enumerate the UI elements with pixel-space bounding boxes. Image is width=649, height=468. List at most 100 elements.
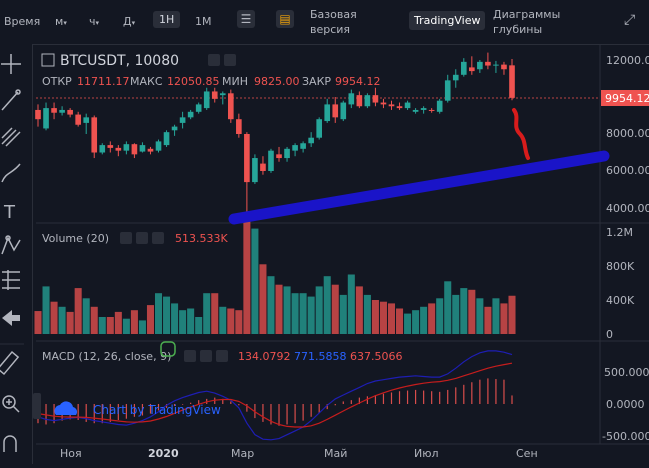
candle-body — [211, 91, 218, 99]
candle-body — [308, 137, 314, 144]
magnet-icon[interactable] — [3, 435, 17, 452]
collapse-arrow-icon[interactable] — [33, 393, 41, 419]
gear-icon[interactable] — [136, 232, 148, 244]
fullscreen-icon[interactable]: ⤢ — [624, 12, 636, 28]
tradingview-button[interactable]: TradingView — [409, 11, 486, 30]
cursor-marker-icon — [160, 341, 176, 357]
volume-bar — [404, 313, 412, 334]
eye-icon[interactable] — [208, 54, 220, 66]
candle-body — [348, 93, 355, 105]
days-dropdown[interactable]: Д▾ — [123, 15, 136, 28]
candle-body — [469, 67, 475, 72]
candle-body — [268, 150, 274, 171]
candle-body — [187, 111, 194, 118]
volume-bar — [355, 286, 363, 334]
time-axis[interactable]: Ноя 2020 Мар Май Июл Сен — [60, 447, 538, 460]
candle-body — [292, 145, 298, 151]
candle-body — [123, 144, 130, 151]
volume-bar — [396, 308, 404, 334]
price-axis[interactable]: 12000.00 8000.00 6000.00 4000.00 9954.12 — [601, 54, 649, 215]
trend-line-drawing[interactable] — [228, 150, 610, 225]
eye-icon[interactable] — [184, 350, 196, 362]
brush-tool-icon[interactable] — [1, 163, 21, 183]
forecast-tool-icon[interactable] — [2, 270, 20, 290]
text-tool-icon[interactable]: T — [3, 202, 16, 223]
time-tick: Май — [324, 447, 347, 460]
volume-bar — [195, 317, 203, 334]
candle-body — [195, 104, 202, 112]
volume-axis[interactable]: 1.2M 800K 400K 0 — [606, 226, 635, 341]
minutes-dropdown[interactable]: м▾ — [55, 15, 67, 28]
volume-pane[interactable] — [34, 218, 516, 334]
pattern-tool-icon[interactable] — [1, 235, 21, 255]
volume-bar — [387, 303, 396, 334]
time-button[interactable]: Время — [4, 15, 41, 28]
interval-1h-button[interactable]: 1Н — [153, 11, 181, 28]
hours-dropdown[interactable]: ч▾ — [89, 15, 100, 28]
volume-value: 513.533K — [175, 232, 228, 245]
volume-bar — [219, 306, 227, 334]
candle-body — [139, 145, 146, 152]
volume-bar — [98, 317, 106, 334]
volume-bar — [42, 286, 50, 334]
eye-icon[interactable] — [120, 232, 132, 244]
macd-legend: MACD (12, 26, close, 9) 134.0792 771.585… — [42, 341, 403, 363]
candle-body — [59, 109, 65, 113]
candle-body — [179, 117, 186, 123]
watermark[interactable]: Chart by TradingView — [33, 393, 221, 419]
candle-body — [477, 61, 483, 70]
volume-tick: 400K — [606, 294, 635, 307]
candle-body — [436, 100, 443, 112]
volume-bar — [58, 306, 66, 334]
zoom-icon[interactable] — [2, 395, 20, 413]
volume-bar — [74, 288, 82, 334]
trend-line-tool-icon[interactable] — [1, 89, 21, 111]
candle-body — [284, 148, 290, 159]
back-arrow-icon[interactable] — [2, 310, 20, 326]
candle-body — [340, 102, 347, 120]
candle-body — [509, 65, 515, 98]
macd-value-3: 637.5066 — [350, 350, 403, 363]
collapse-legend-icon[interactable] — [41, 53, 55, 67]
candle-body — [228, 93, 234, 120]
macd-title: MACD (12, 26, close, 9) — [42, 350, 171, 363]
candle-body — [260, 163, 266, 171]
gear-icon[interactable] — [224, 54, 236, 66]
crosshair-icon[interactable] — [1, 54, 21, 74]
price-pane[interactable] — [35, 44, 600, 222]
candle-body — [485, 61, 491, 66]
candle-body — [35, 109, 41, 120]
freehand-red-drawing[interactable] — [512, 108, 530, 160]
close-icon[interactable] — [152, 232, 164, 244]
candle-body — [252, 158, 258, 183]
macd-axis[interactable]: 500.0000 0.0000 -500.0000 — [602, 366, 649, 443]
volume-tick: 1.2M — [606, 226, 633, 239]
macd-pane[interactable] — [37, 350, 513, 441]
candle-body — [364, 95, 371, 107]
depth-chart-button[interactable]: Диаграммы глубины — [493, 8, 561, 36]
volume-bar — [114, 311, 122, 334]
svg-text:T: T — [3, 202, 16, 223]
basic-version-button[interactable]: Базовая версия — [310, 8, 357, 36]
price-tick: 6000.00 — [606, 164, 649, 177]
volume-bar — [34, 311, 42, 334]
gear-icon[interactable] — [200, 350, 212, 362]
indicator-icon[interactable]: ▤ — [276, 10, 294, 28]
close-label: ЗАКР — [302, 75, 331, 88]
time-tick: Июл — [414, 447, 439, 460]
macd-value-2: 771.5858 — [294, 350, 347, 363]
interval-1m-button[interactable]: 1М — [195, 15, 212, 28]
close-icon[interactable] — [216, 350, 228, 362]
candle-body — [316, 119, 322, 138]
top-toolbar: Время м▾ ч▾ Д▾ 1Н 1М ☰ ▤ Базовая версия T… — [0, 0, 649, 45]
candle-body — [219, 93, 226, 96]
sliders-icon[interactable]: ☰ — [237, 10, 255, 28]
volume-bar — [299, 293, 307, 334]
volume-bar — [243, 218, 251, 334]
ruler-icon[interactable] — [0, 350, 20, 376]
time-tick: Ноя — [60, 447, 82, 460]
volume-bar — [452, 294, 460, 334]
macd-line — [37, 350, 513, 441]
fib-tool-icon[interactable] — [1, 127, 21, 147]
